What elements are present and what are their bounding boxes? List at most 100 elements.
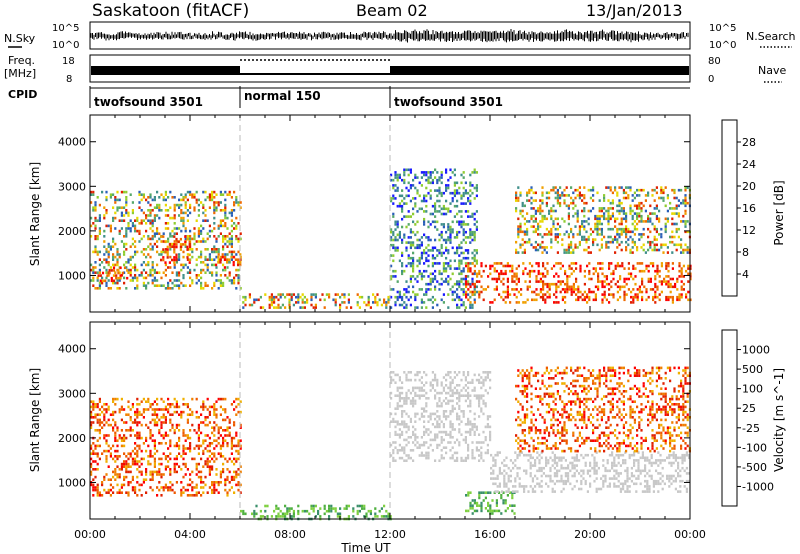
power-cell [110,276,113,280]
power-cell [568,264,571,268]
power-cell [409,264,412,268]
power-cell [403,168,406,172]
power-cell [412,259,415,263]
power-cell [600,246,603,249]
velocity-cell [584,464,587,467]
power-cell [166,248,169,251]
power-cell [222,248,225,251]
power-cell [90,224,93,228]
velocity-cell [458,394,461,397]
power-cell [469,228,472,231]
power-cell [456,212,459,216]
velocity-cell [484,378,487,382]
velocity-cell [90,483,93,487]
power-cell [213,235,216,238]
power-cell [607,212,610,215]
power-cell [577,290,580,294]
power-cell [614,235,617,239]
power-cell [164,263,167,267]
velocity-cell [120,408,123,411]
power-cell [467,251,470,255]
power-cell [671,235,674,239]
power-cell [125,198,128,202]
velocity-cell [314,504,317,508]
velocity-cell [114,478,117,481]
power-cell [112,216,115,220]
velocity-cell [217,452,220,455]
power-cell [614,238,617,241]
power-cell [458,230,461,234]
power-cell [149,227,152,230]
velocity-cell [504,501,507,505]
power-cell [559,194,562,197]
velocity-cell [531,487,534,491]
velocity-cell [211,442,214,445]
velocity-cell [429,438,432,442]
velocity-cell [186,447,189,450]
velocity-cell [160,462,163,466]
power-cell [204,258,207,261]
power-cell [407,241,410,244]
velocity-cell [429,417,432,421]
power-cell [438,269,441,273]
velocity-cell [233,423,236,427]
velocity-cell [414,399,417,403]
power-cell [684,199,687,202]
power-cell [539,243,542,247]
velocity-cell [204,460,207,463]
power-cell [158,196,161,199]
power-cell [465,290,468,294]
power-cell [179,243,182,246]
velocity-cell [447,415,450,418]
velocity-cell [356,512,359,516]
velocity-cell [96,455,99,458]
power-cell [581,298,584,302]
power-cell [620,233,623,236]
velocity-cell [438,443,441,447]
velocity-cell [217,426,220,429]
power-cell [458,259,461,263]
power-cell [136,216,139,220]
power-cell [184,201,187,204]
velocity-cell [145,478,148,481]
power-cell [224,214,227,217]
velocity-cell [116,475,119,479]
power-cell [638,212,641,215]
velocity-cell [447,391,450,395]
power-cell [233,201,236,204]
power-cell [189,248,192,251]
power-cell [561,243,564,247]
power-cell [416,220,419,224]
velocity-cell [336,515,339,518]
power-cell [434,238,437,242]
velocity-cell [266,515,269,518]
velocity-cell [169,421,172,424]
velocity-cell [136,481,139,484]
power-cell [147,274,150,277]
velocity-cell [96,429,99,432]
velocity-cell [538,485,541,488]
power-cell [114,255,117,259]
power-cell [523,251,526,254]
velocity-cell [458,399,461,403]
power-cell [627,238,630,241]
power-cell [92,206,95,209]
velocity-cell [486,451,489,455]
power-cell [687,272,690,276]
velocity-cell [420,415,423,418]
power-cell [528,191,531,195]
velocity-cell [416,371,419,374]
power-cell [425,282,428,286]
velocity-cell [140,470,143,474]
power-cell [662,199,665,202]
velocity-cell [222,408,225,411]
power-cell [614,267,617,270]
power-cell [215,263,218,267]
power-cell [620,248,623,252]
velocity-cell [123,434,126,437]
velocity-cell [158,473,161,476]
power-cell [178,227,181,230]
velocity-cell [453,391,456,395]
power-cell [453,184,456,187]
power-cell [131,237,134,241]
